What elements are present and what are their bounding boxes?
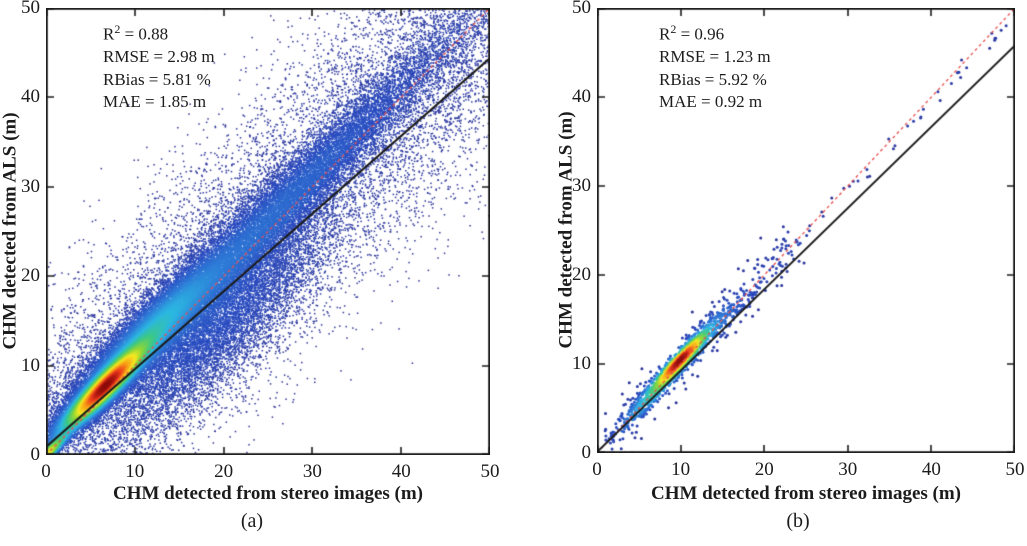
- panel-a: R2 = 0.88 RMSE = 2.98 m RBias = 5.81 % M…: [0, 0, 500, 532]
- x-tick-label: 50: [1005, 459, 1025, 480]
- x-tick-label: 50: [480, 461, 500, 482]
- y-tick-label: 0: [30, 444, 41, 465]
- stat-rmse: RMSE = 2.98 m: [103, 47, 215, 67]
- caption-a: (a): [240, 510, 264, 532]
- y-tick-label: 0: [581, 442, 592, 463]
- y-axis-label-a: CHM detected from ALS (m): [0, 112, 21, 350]
- y-tick-label: 20: [572, 264, 591, 285]
- stats-annotation-b: R2 = 0.96 RMSE = 1.23 m RBias = 5.92 % M…: [659, 18, 771, 114]
- x-tick-label: 30: [302, 461, 322, 482]
- stat-mae: MAE = 0.92 m: [659, 92, 763, 112]
- plot-area-b: R2 = 0.96 RMSE = 1.23 m RBias = 5.92 % M…: [597, 8, 1015, 453]
- y-tick-label: 50: [21, 0, 40, 18]
- stat-r2-base: R: [103, 24, 115, 44]
- stat-r2: R2 = 0.88: [103, 18, 215, 46]
- y-tick-label: 50: [572, 0, 591, 18]
- stat-rmse: RMSE = 1.23 m: [659, 47, 771, 67]
- stat-mae: MAE = 1.85 m: [103, 92, 207, 112]
- stats-annotation-a: R2 = 0.88 RMSE = 2.98 m RBias = 5.81 % M…: [103, 18, 215, 114]
- stat-r2: R2 = 0.96: [659, 18, 771, 46]
- y-tick-label: 10: [572, 353, 591, 374]
- x-tick-label: 40: [391, 461, 411, 482]
- caption-b: (b): [786, 510, 810, 532]
- stat-r2-value: = 0.88: [120, 24, 169, 44]
- y-axis-label-b: CHM detected from ALS (m): [555, 111, 577, 349]
- stat-rbias: RBias = 5.81 %: [103, 69, 211, 89]
- x-tick-label: 40: [921, 459, 941, 480]
- scatter-canvas-a: [46, 8, 490, 455]
- y-tick-label: 40: [572, 86, 591, 107]
- x-tick-label: 20: [754, 459, 774, 480]
- y-tick-label: 40: [21, 86, 40, 108]
- x-tick-label: 30: [838, 459, 858, 480]
- x-tick-label: 0: [592, 459, 602, 480]
- scatter-canvas-b: [597, 8, 1015, 453]
- y-tick-label: 30: [572, 175, 591, 196]
- stat-rbias: RBias = 5.92 %: [659, 69, 767, 89]
- y-tick-label: 10: [21, 354, 40, 376]
- stat-r2-sup: 2: [114, 22, 121, 36]
- x-axis-label-a: CHM detected from stereo images (m): [112, 483, 424, 504]
- plot-area-a: R2 = 0.88 RMSE = 2.98 m RBias = 5.81 % M…: [46, 8, 490, 455]
- y-tick-label: 30: [21, 175, 40, 197]
- panel-b: R2 = 0.96 RMSE = 1.23 m RBias = 5.92 % M…: [545, 0, 1027, 546]
- x-tick-label: 20: [214, 461, 234, 482]
- x-axis-label-b: CHM detected from stereo images (m): [650, 483, 962, 504]
- stat-r2-sup: 2: [670, 22, 677, 36]
- y-tick-label: 20: [21, 265, 40, 287]
- x-tick-label: 10: [671, 459, 691, 480]
- stat-r2-value: = 0.96: [676, 24, 725, 44]
- x-tick-label: 10: [125, 461, 145, 482]
- stat-r2-base: R: [659, 24, 671, 44]
- x-tick-label: 0: [41, 461, 51, 482]
